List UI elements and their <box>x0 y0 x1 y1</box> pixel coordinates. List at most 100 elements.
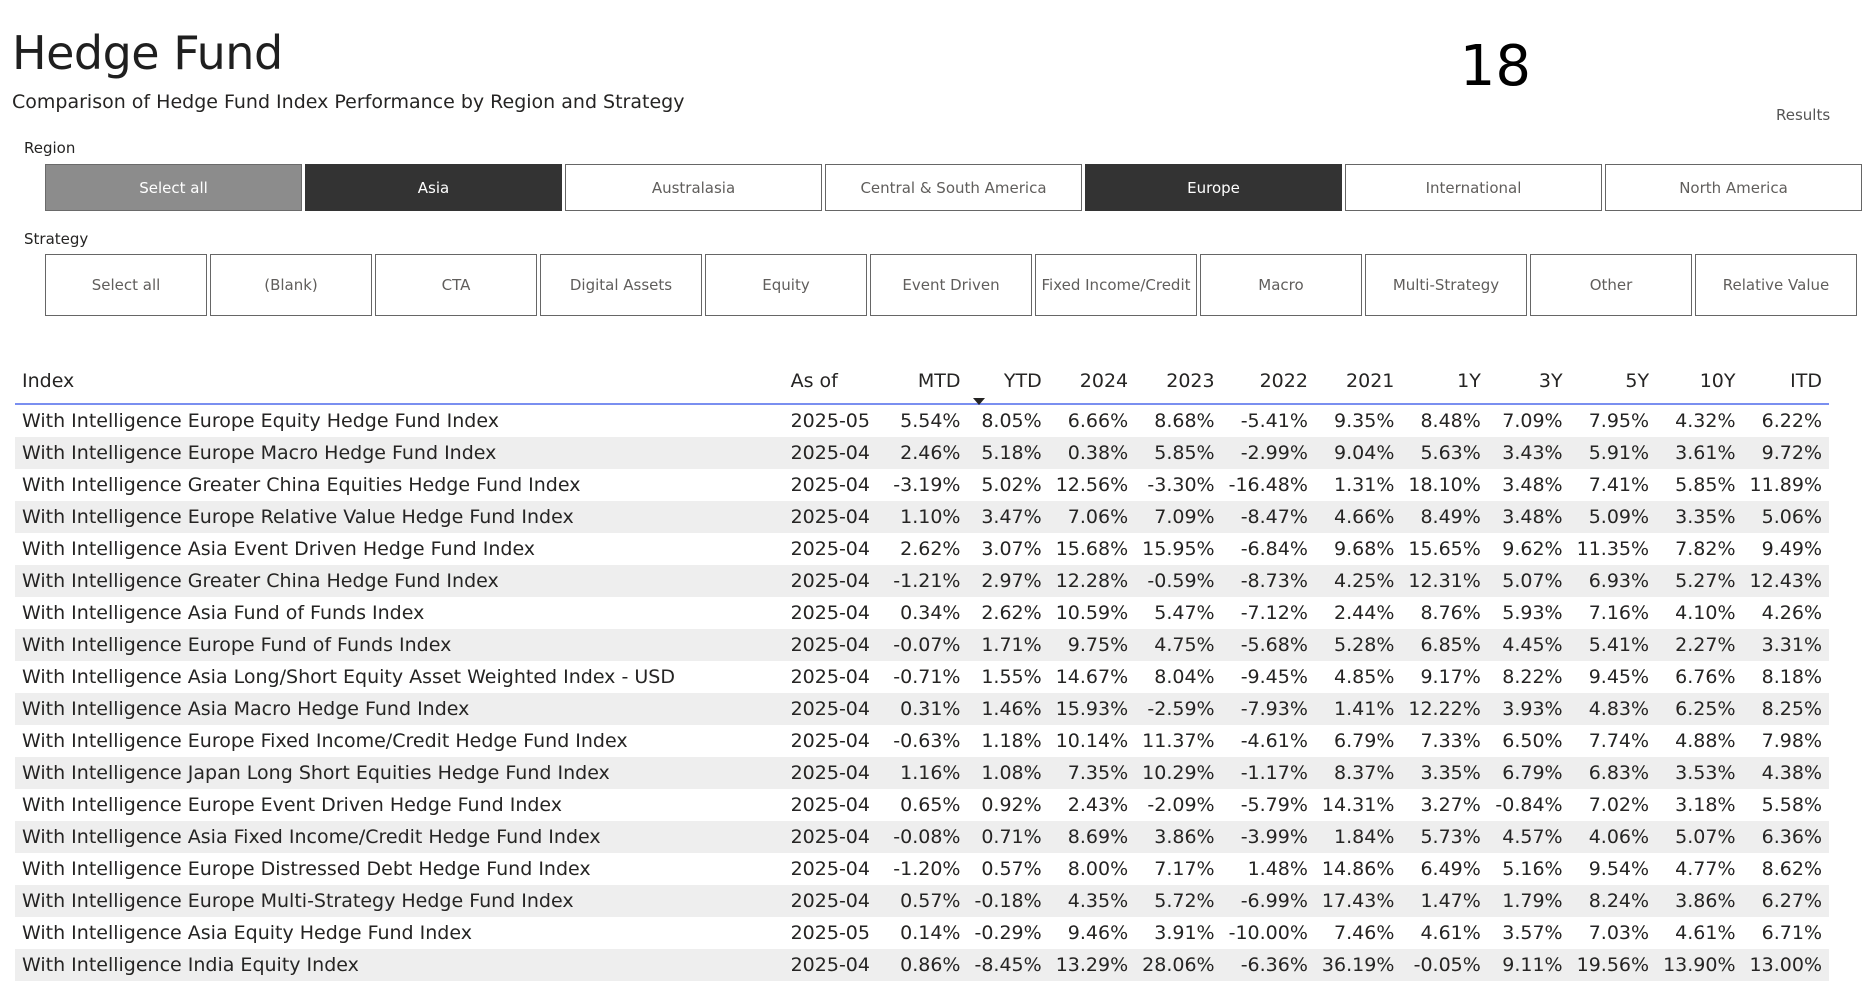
table-row[interactable]: With Intelligence Asia Equity Hedge Fund… <box>15 917 1829 949</box>
cell-itd: 3.31% <box>1742 629 1829 661</box>
column-header-as-of[interactable]: As of <box>783 359 887 405</box>
cell-2022: -6.36% <box>1221 949 1315 981</box>
cell-itd: 8.25% <box>1742 693 1829 725</box>
table-row[interactable]: With Intelligence Europe Multi-Strategy … <box>15 885 1829 917</box>
table-row[interactable]: With Intelligence Asia Macro Hedge Fund … <box>15 693 1829 725</box>
strategy-button-fixed-income-credit[interactable]: Fixed Income/Credit <box>1035 254 1197 316</box>
column-header-10y[interactable]: 10Y <box>1656 359 1743 405</box>
cell-3y: 3.48% <box>1502 474 1563 496</box>
column-header-5y[interactable]: 5Y <box>1569 359 1657 405</box>
table-row[interactable]: With Intelligence Europe Event Driven He… <box>15 789 1829 821</box>
cell-itd: 8.62% <box>1761 858 1822 880</box>
cell-1y: 12.22% <box>1401 693 1488 725</box>
cell-index: With Intelligence Asia Fixed Income/Cred… <box>15 821 784 853</box>
cell-itd: 5.06% <box>1742 501 1829 533</box>
cell-1y: 3.35% <box>1401 757 1488 789</box>
strategy-button-macro[interactable]: Macro <box>1200 254 1362 316</box>
column-header-itd[interactable]: ITD <box>1742 359 1829 405</box>
cell-ytd: 1.46% <box>967 693 1049 725</box>
cell-5y: 5.91% <box>1569 437 1657 469</box>
results-count: 18 <box>1459 34 1531 99</box>
cell-2021: 36.19% <box>1314 949 1402 981</box>
table-row[interactable]: With Intelligence Asia Fixed Income/Cred… <box>15 821 1829 853</box>
table-row[interactable]: With Intelligence Japan Long Short Equit… <box>15 757 1829 789</box>
column-header-3y[interactable]: 3Y <box>1487 359 1570 405</box>
strategy-button-cta[interactable]: CTA <box>375 254 537 316</box>
cell-as-of: 2025-04 <box>783 949 887 981</box>
table-row[interactable]: With Intelligence Greater China Hedge Fu… <box>15 565 1829 597</box>
page-subtitle: Comparison of Hedge Fund Index Performan… <box>12 91 685 113</box>
cell-mtd: -3.19% <box>893 474 961 496</box>
cell-3y: 6.50% <box>1502 730 1563 752</box>
strategy-button-event-driven[interactable]: Event Driven <box>870 254 1032 316</box>
cell-2024: 14.67% <box>1055 666 1129 688</box>
region-button-asia[interactable]: Asia <box>305 164 562 211</box>
cell-10y: 4.61% <box>1675 922 1736 944</box>
cell-as-of: 2025-04 <box>790 858 870 880</box>
cell-10y: 3.35% <box>1656 501 1743 533</box>
strategy-button-multi-strategy[interactable]: Multi-Strategy <box>1365 254 1527 316</box>
strategy-button-equity[interactable]: Equity <box>705 254 867 316</box>
table-row[interactable]: With Intelligence Europe Fixed Income/Cr… <box>15 725 1829 757</box>
cell-5y: 11.35% <box>1576 538 1650 560</box>
table-row[interactable]: With Intelligence Asia Fund of Funds Ind… <box>15 597 1829 629</box>
region-button-europe[interactable]: Europe <box>1085 164 1342 211</box>
table-row[interactable]: With Intelligence Europe Relative Value … <box>15 501 1829 533</box>
table-row[interactable]: With Intelligence India Equity Index 2025… <box>15 949 1829 981</box>
cell-3y: 3.48% <box>1487 501 1570 533</box>
strategy-button-blank[interactable]: (Blank) <box>210 254 372 316</box>
column-header-2021[interactable]: 2021 <box>1314 359 1402 405</box>
table-row[interactable]: With Intelligence Europe Macro Hedge Fun… <box>15 437 1829 469</box>
region-button-international[interactable]: International <box>1345 164 1602 211</box>
region-button-central-south-america[interactable]: Central & South America <box>825 164 1082 211</box>
cell-2022: -5.79% <box>1240 794 1308 816</box>
cell-5y: 19.56% <box>1569 949 1657 981</box>
column-header-label: YTD <box>1003 370 1042 392</box>
strategy-slicer-label: Strategy <box>24 230 89 248</box>
column-header-2024[interactable]: 2024 <box>1048 359 1136 405</box>
column-header-1y[interactable]: 1Y <box>1401 359 1488 405</box>
column-header-2023[interactable]: 2023 <box>1135 359 1222 405</box>
cell-itd: 5.58% <box>1761 794 1822 816</box>
region-button-north-america[interactable]: North America <box>1605 164 1862 211</box>
table-header-row: Index As of MTD YTD 2024 2023 2022 2021 1Y 3Y 5Y 10… <box>15 359 1829 405</box>
cell-1y: -0.05% <box>1401 949 1488 981</box>
cell-3y: 4.45% <box>1487 629 1570 661</box>
strategy-button-digital-assets[interactable]: Digital Assets <box>540 254 702 316</box>
cell-5y: 8.24% <box>1569 885 1657 917</box>
cell-3y: -0.84% <box>1495 794 1563 816</box>
cell-1y: 1.47% <box>1401 885 1488 917</box>
cell-2021: 9.68% <box>1334 538 1395 560</box>
table-row[interactable]: With Intelligence Asia Event Driven Hedg… <box>15 533 1829 565</box>
cell-itd: 6.71% <box>1761 922 1822 944</box>
region-button-select-all[interactable]: Select all <box>45 164 302 211</box>
table-row[interactable]: With Intelligence Greater China Equities… <box>15 469 1829 501</box>
table-row[interactable]: With Intelligence Europe Distressed Debt… <box>15 853 1829 885</box>
cell-3y: 9.11% <box>1487 949 1570 981</box>
cell-1y: 5.63% <box>1401 437 1488 469</box>
cell-2022: -7.12% <box>1240 602 1308 624</box>
column-header-index[interactable]: Index <box>15 359 784 405</box>
cell-2024: 12.28% <box>1048 565 1136 597</box>
cell-2021: 1.84% <box>1314 821 1402 853</box>
strategy-button-other[interactable]: Other <box>1530 254 1692 316</box>
strategy-button-select-all[interactable]: Select all <box>45 254 207 316</box>
cell-as-of: 2025-04 <box>790 602 870 624</box>
cell-ytd: 3.07% <box>981 538 1042 560</box>
cell-mtd: -1.21% <box>886 565 968 597</box>
strategy-button-relative-value[interactable]: Relative Value <box>1695 254 1857 316</box>
cell-2023: 5.72% <box>1135 885 1222 917</box>
cell-2022: 1.48% <box>1247 858 1308 880</box>
cell-1y: 5.73% <box>1401 821 1488 853</box>
cell-5y: 5.09% <box>1569 501 1657 533</box>
region-button-australasia[interactable]: Australasia <box>565 164 822 211</box>
column-header-ytd[interactable]: YTD <box>967 359 1049 405</box>
table-row[interactable]: With Intelligence Asia Long/Short Equity… <box>15 661 1829 693</box>
column-header-2022[interactable]: 2022 <box>1221 359 1315 405</box>
cell-2021: 14.31% <box>1321 794 1395 816</box>
cell-2022: -5.68% <box>1221 629 1315 661</box>
table-row[interactable]: With Intelligence Europe Equity Hedge Fu… <box>15 404 1829 437</box>
column-header-mtd[interactable]: MTD <box>886 359 968 405</box>
cell-as-of: 2025-04 <box>790 730 870 752</box>
table-row[interactable]: With Intelligence Europe Fund of Funds I… <box>15 629 1829 661</box>
